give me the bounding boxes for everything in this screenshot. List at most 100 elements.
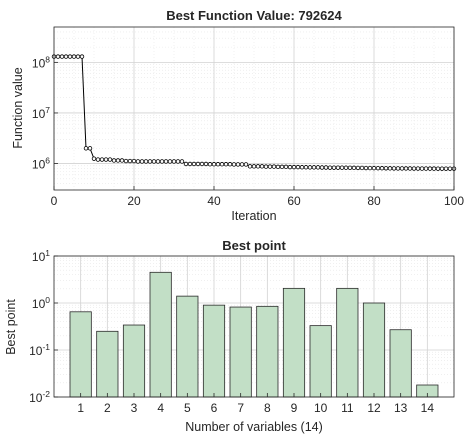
- data-point: [115, 158, 121, 163]
- data-point: [195, 161, 201, 167]
- data-point: [199, 161, 205, 167]
- data-point: [339, 165, 345, 170]
- data-point: [103, 157, 109, 162]
- data-point: [247, 164, 253, 169]
- data-point: [151, 159, 157, 164]
- data-point: [311, 165, 317, 170]
- data-point: [155, 159, 161, 164]
- data-point: [215, 162, 221, 167]
- data-point: [99, 157, 105, 162]
- chart-title-bottom: Best point: [222, 238, 286, 253]
- data-point: [123, 158, 129, 164]
- data-point: [415, 166, 421, 171]
- data-point: [243, 162, 249, 167]
- x-tick-label: 4: [157, 401, 164, 415]
- bar: [282, 287, 306, 398]
- bars-bottom: [69, 271, 439, 398]
- data-point: [355, 165, 361, 171]
- data-point: [203, 161, 209, 167]
- data-point: [75, 54, 81, 59]
- bar: [389, 329, 412, 398]
- data-point: [147, 159, 153, 164]
- data-point: [175, 159, 181, 164]
- data-point: [59, 54, 65, 59]
- data-point: [347, 165, 353, 170]
- data-point: [403, 166, 409, 171]
- data-point: [255, 164, 261, 169]
- data-point: [399, 166, 405, 171]
- series-top: [51, 54, 457, 171]
- data-point: [223, 162, 229, 167]
- axes-box-bottom: [53, 255, 455, 398]
- data-point: [171, 159, 177, 164]
- data-point: [211, 162, 217, 167]
- x-tick-label: 6: [211, 401, 218, 415]
- data-point: [163, 159, 169, 164]
- data-point: [179, 159, 185, 164]
- data-point: [379, 166, 385, 171]
- data-point: [447, 166, 453, 171]
- data-point: [271, 164, 277, 169]
- data-point: [183, 161, 189, 167]
- chart-title-top: Best Function Value: 792624: [166, 8, 342, 23]
- data-point: [187, 161, 193, 167]
- bar: [256, 305, 279, 398]
- data-point: [55, 54, 61, 59]
- y-axis-label-top: Function value: [11, 67, 25, 148]
- data-point: [107, 157, 113, 162]
- data-point: [191, 161, 197, 167]
- data-point: [407, 166, 413, 171]
- data-point: [95, 157, 101, 162]
- data-point: [79, 54, 85, 59]
- axes-box-top: [53, 26, 455, 191]
- data-point: [335, 165, 341, 170]
- x-tick-label: 100: [444, 194, 464, 208]
- bar: [176, 295, 199, 398]
- bar: [149, 271, 172, 398]
- x-tick-label: 1: [77, 401, 84, 415]
- data-point: [111, 158, 117, 163]
- data-point: [143, 159, 149, 164]
- data-point: [295, 164, 301, 170]
- x-tick-label: 14: [421, 401, 435, 415]
- y-tick-label: 108: [32, 54, 50, 70]
- data-point: [275, 164, 281, 170]
- data-point: [279, 164, 285, 170]
- x-tick-label: 20: [127, 194, 141, 208]
- data-point: [319, 165, 325, 170]
- x-tick-label: 8: [264, 401, 271, 415]
- data-point: [391, 166, 397, 171]
- data-point: [431, 166, 437, 171]
- bar: [336, 287, 359, 398]
- data-point: [235, 162, 241, 167]
- data-point: [315, 165, 321, 170]
- data-point: [439, 166, 445, 171]
- y-tick-label: 101: [32, 248, 50, 264]
- x-axis-label-top: Iteration: [231, 209, 276, 223]
- data-point: [343, 165, 349, 170]
- x-tick-label: 3: [131, 401, 138, 415]
- x-ticks-bottom: 1 2 3 4 5 6 7 8 9 10 11 12 13 14: [77, 393, 434, 415]
- x-tick-label: 40: [207, 194, 221, 208]
- data-point: [259, 164, 265, 169]
- data-point: [435, 166, 441, 171]
- y-tick-label: 10-1: [29, 342, 50, 358]
- data-point: [127, 158, 133, 164]
- data-point: [303, 165, 309, 170]
- x-tick-label: 5: [184, 401, 191, 415]
- data-point: [119, 158, 125, 163]
- data-point: [287, 164, 293, 170]
- data-point: [251, 164, 257, 169]
- data-point: [207, 162, 213, 167]
- data-point: [91, 156, 97, 161]
- bar: [309, 325, 332, 398]
- data-point: [395, 166, 401, 171]
- x-tick-label: 80: [367, 194, 381, 208]
- bar: [96, 330, 119, 398]
- data-point: [87, 146, 93, 151]
- data-point: [159, 159, 165, 164]
- data-point: [359, 165, 365, 171]
- data-point: [371, 165, 377, 171]
- data-point: [227, 162, 233, 167]
